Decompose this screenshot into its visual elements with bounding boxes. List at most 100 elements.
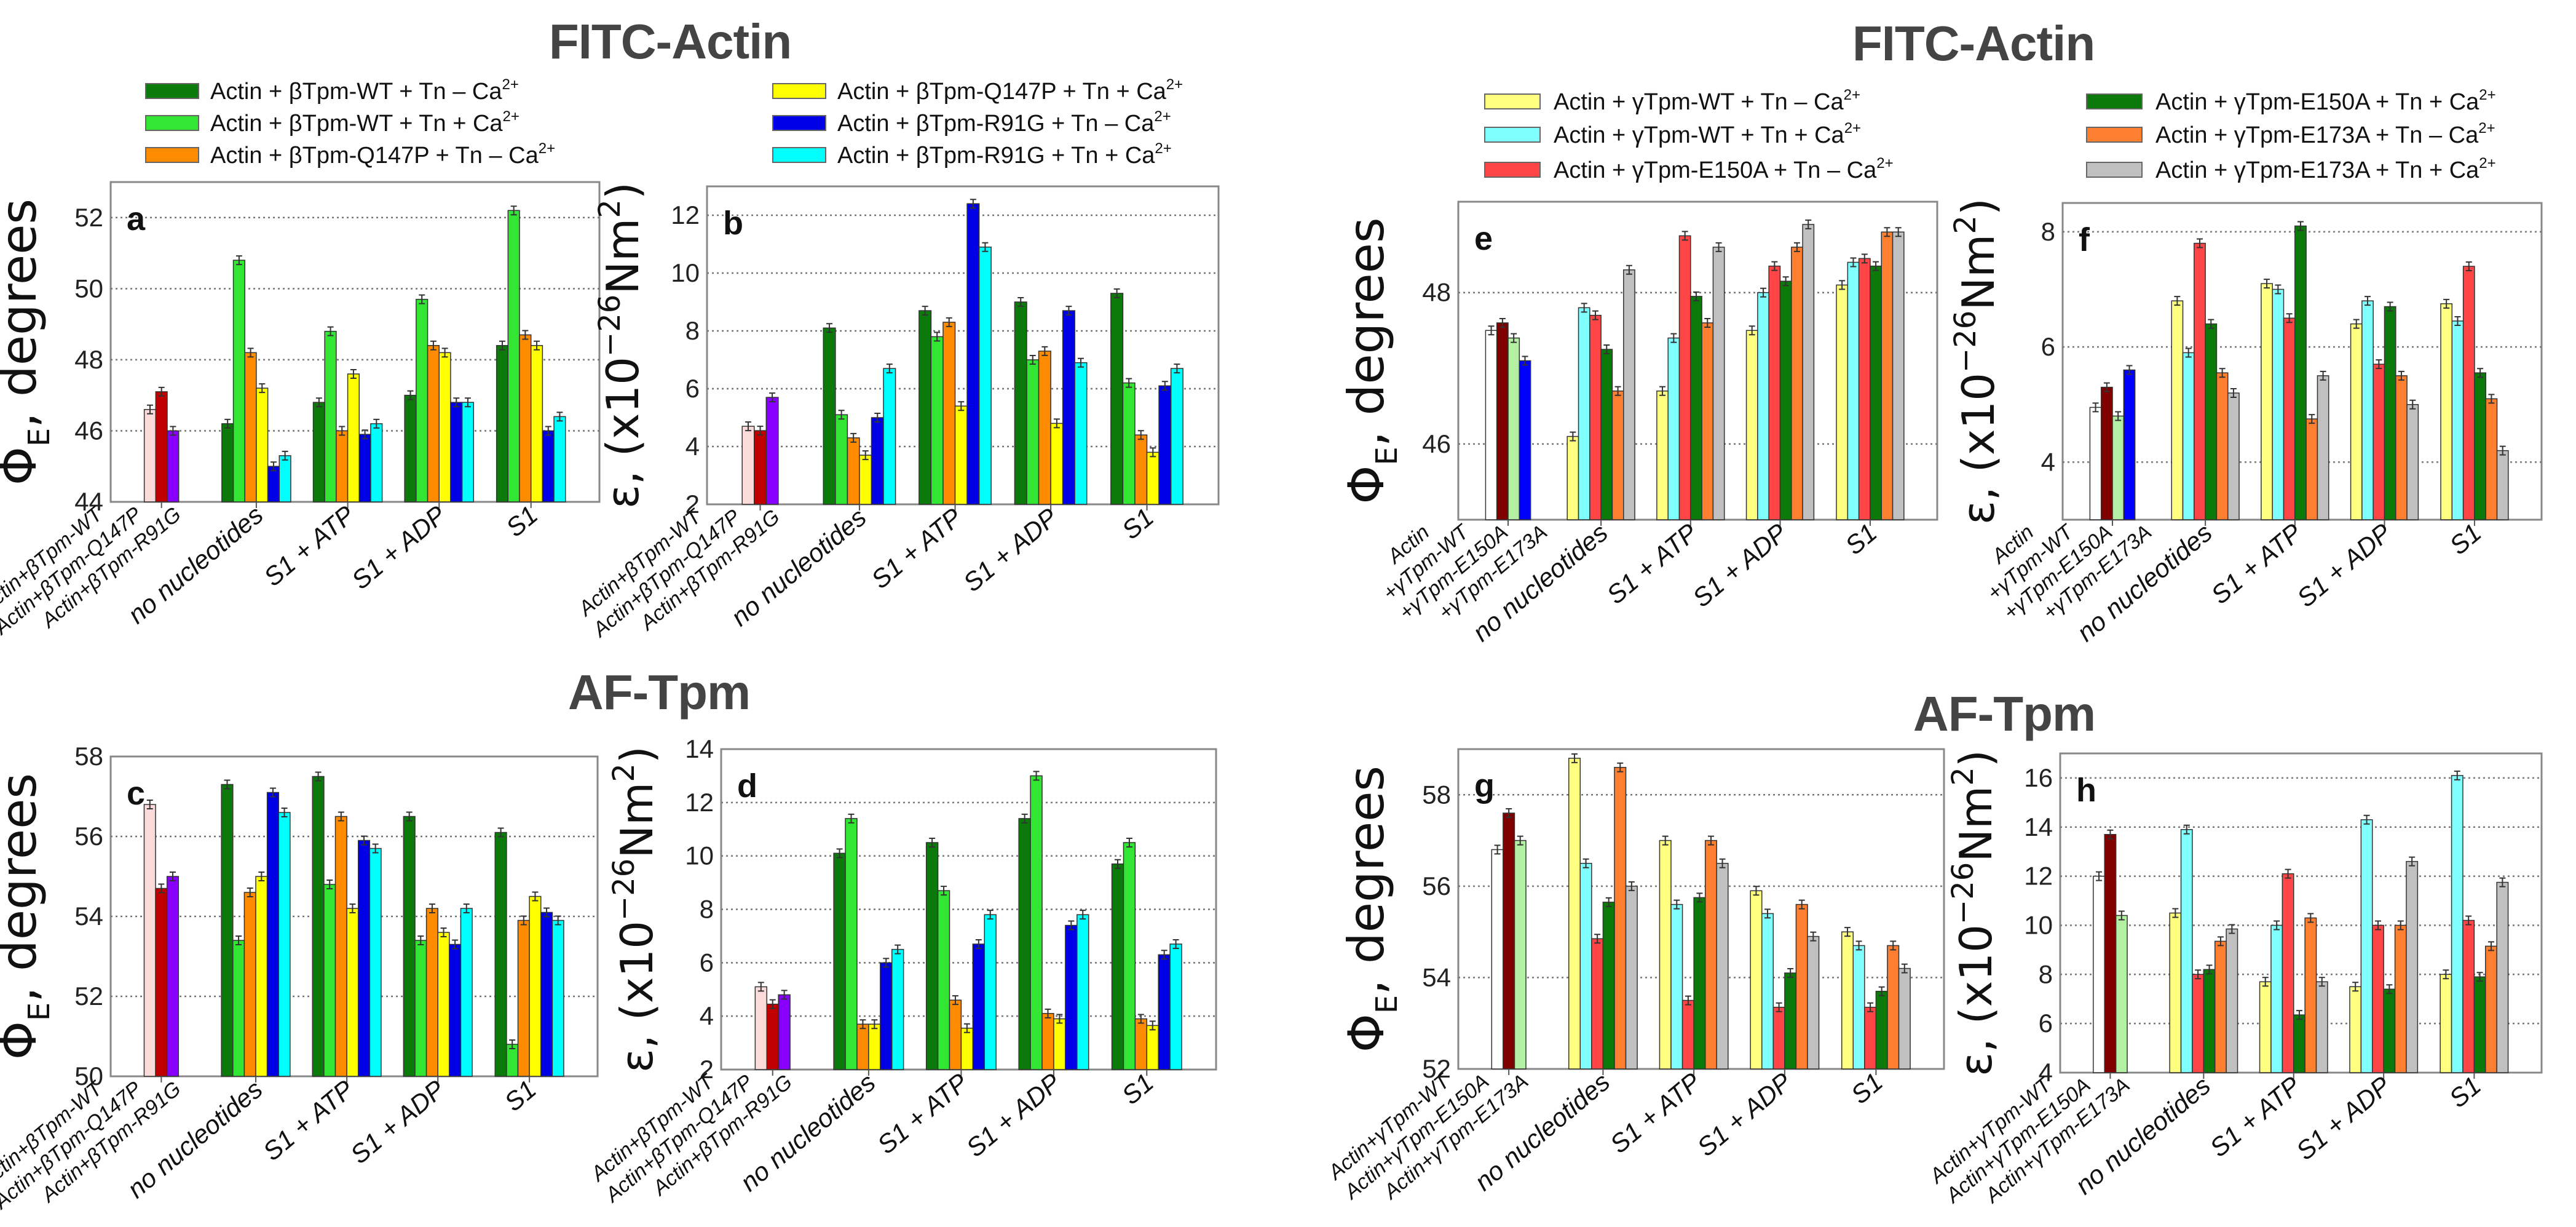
error-bar xyxy=(499,340,505,351)
error-bar xyxy=(1115,859,1121,869)
error-bar xyxy=(1065,306,1072,316)
bar-base xyxy=(1519,360,1531,520)
error-bar xyxy=(2103,382,2110,392)
bar xyxy=(2203,969,2216,1073)
bar xyxy=(1050,423,1064,505)
error-bar xyxy=(1626,264,1632,275)
error-bar xyxy=(1760,287,1767,298)
y-tick-label: 6 xyxy=(685,374,700,403)
error-bar xyxy=(2230,388,2237,398)
error-bar xyxy=(1901,963,1908,974)
bar xyxy=(2406,403,2419,520)
bar-base xyxy=(155,391,168,502)
error-bar xyxy=(235,935,242,945)
bar xyxy=(835,414,848,505)
bar xyxy=(1110,293,1124,505)
x-category-label: S1 xyxy=(2444,1071,2487,1113)
error-bar xyxy=(2229,924,2235,934)
bar xyxy=(2294,225,2307,520)
y-tick-label: 10 xyxy=(671,258,700,287)
error-bar xyxy=(952,995,958,1006)
error-bar xyxy=(1867,1002,1874,1012)
error-bar xyxy=(338,811,344,822)
bar xyxy=(403,816,416,1077)
y-tick-label: 2 xyxy=(700,1055,714,1084)
error-bar xyxy=(1522,355,1528,366)
bar xyxy=(972,943,986,1070)
error-bar xyxy=(862,450,869,461)
legend-swatch xyxy=(1484,162,1541,178)
legend-left-item: Actin + βTpm-WT + Tn + Ca2+ xyxy=(145,108,520,137)
bar xyxy=(2261,283,2273,520)
bar xyxy=(949,999,962,1070)
error-bar xyxy=(1029,355,1036,365)
y-tick-label: 58 xyxy=(1422,780,1451,809)
bar xyxy=(1158,954,1171,1070)
error-bar xyxy=(1850,257,1857,268)
error-bar xyxy=(1126,837,1132,848)
error-bar xyxy=(2320,370,2326,381)
error-bar xyxy=(1685,995,1691,1006)
bar xyxy=(925,842,939,1070)
error-bar xyxy=(315,397,322,408)
bar xyxy=(2194,242,2206,520)
error-bar xyxy=(2172,908,2179,918)
bar xyxy=(1864,1006,1877,1070)
x-category-label: S1 xyxy=(499,1074,542,1117)
bar xyxy=(2496,881,2509,1073)
error-bar xyxy=(1693,291,1699,301)
error-bar xyxy=(1137,1014,1144,1024)
bar-base xyxy=(2104,833,2117,1073)
error-bar xyxy=(2219,368,2226,378)
legend-swatch xyxy=(2086,127,2143,143)
error-bar xyxy=(769,999,776,1009)
error-bar xyxy=(1793,242,1800,252)
bar xyxy=(1841,931,1854,1070)
title-af-tpm-right: AF-Tpm xyxy=(1913,686,2096,741)
bar xyxy=(1772,1006,1785,1070)
legend-swatch xyxy=(145,83,199,99)
bar-base xyxy=(1514,840,1527,1070)
error-bar xyxy=(922,306,928,316)
error-bar xyxy=(1172,939,1179,949)
bar-base xyxy=(1491,849,1504,1070)
y-tick-label: 4 xyxy=(685,432,700,461)
bar xyxy=(1038,351,1051,505)
error-bar xyxy=(2499,877,2506,887)
bar xyxy=(2227,392,2240,520)
error-bar xyxy=(941,886,947,896)
x-category-label: S1 + ADP xyxy=(2291,1071,2396,1165)
error-bar xyxy=(2285,868,2291,879)
error-bar xyxy=(745,421,751,432)
error-bar xyxy=(1708,835,1714,846)
x-category-label: S1 + ATP xyxy=(1601,518,1702,610)
y-tick-label: 16 xyxy=(2024,763,2053,792)
panel-h: 46810121416Actin+γTpm-WTActin+γTpm-E150A… xyxy=(1924,750,2543,1208)
y-tick-label: 8 xyxy=(2041,217,2055,246)
x-category-label: S1 + ATP xyxy=(1605,1067,1706,1159)
error-bar xyxy=(1080,910,1086,920)
error-bar xyxy=(2297,221,2304,231)
error-bar xyxy=(158,386,165,397)
bar xyxy=(1567,435,1579,520)
panel-a: 4446485052Actin+βTpm-WTActin+βTpm-Q147PA… xyxy=(0,181,601,640)
bar xyxy=(1858,258,1871,520)
bar xyxy=(1146,451,1160,505)
y-tick-label: 4 xyxy=(2039,1058,2053,1087)
bar xyxy=(1611,390,1624,520)
bar xyxy=(871,417,884,505)
error-bar xyxy=(883,958,890,968)
bar-base xyxy=(1503,812,1515,1070)
legend-label: Actin + βTpm-WT + Tn + Ca2+ xyxy=(210,108,520,137)
bar xyxy=(2473,976,2486,1073)
bar-base xyxy=(167,430,180,502)
panel-letter: a xyxy=(127,201,146,237)
error-bar xyxy=(2206,964,2213,975)
x-category-label: S1 xyxy=(1846,1067,1889,1110)
error-bar xyxy=(1839,280,1846,290)
bar xyxy=(416,298,429,502)
title-af-tpm-left: AF-Tpm xyxy=(567,665,751,720)
bar xyxy=(2226,928,2238,1073)
error-bar xyxy=(158,883,165,894)
